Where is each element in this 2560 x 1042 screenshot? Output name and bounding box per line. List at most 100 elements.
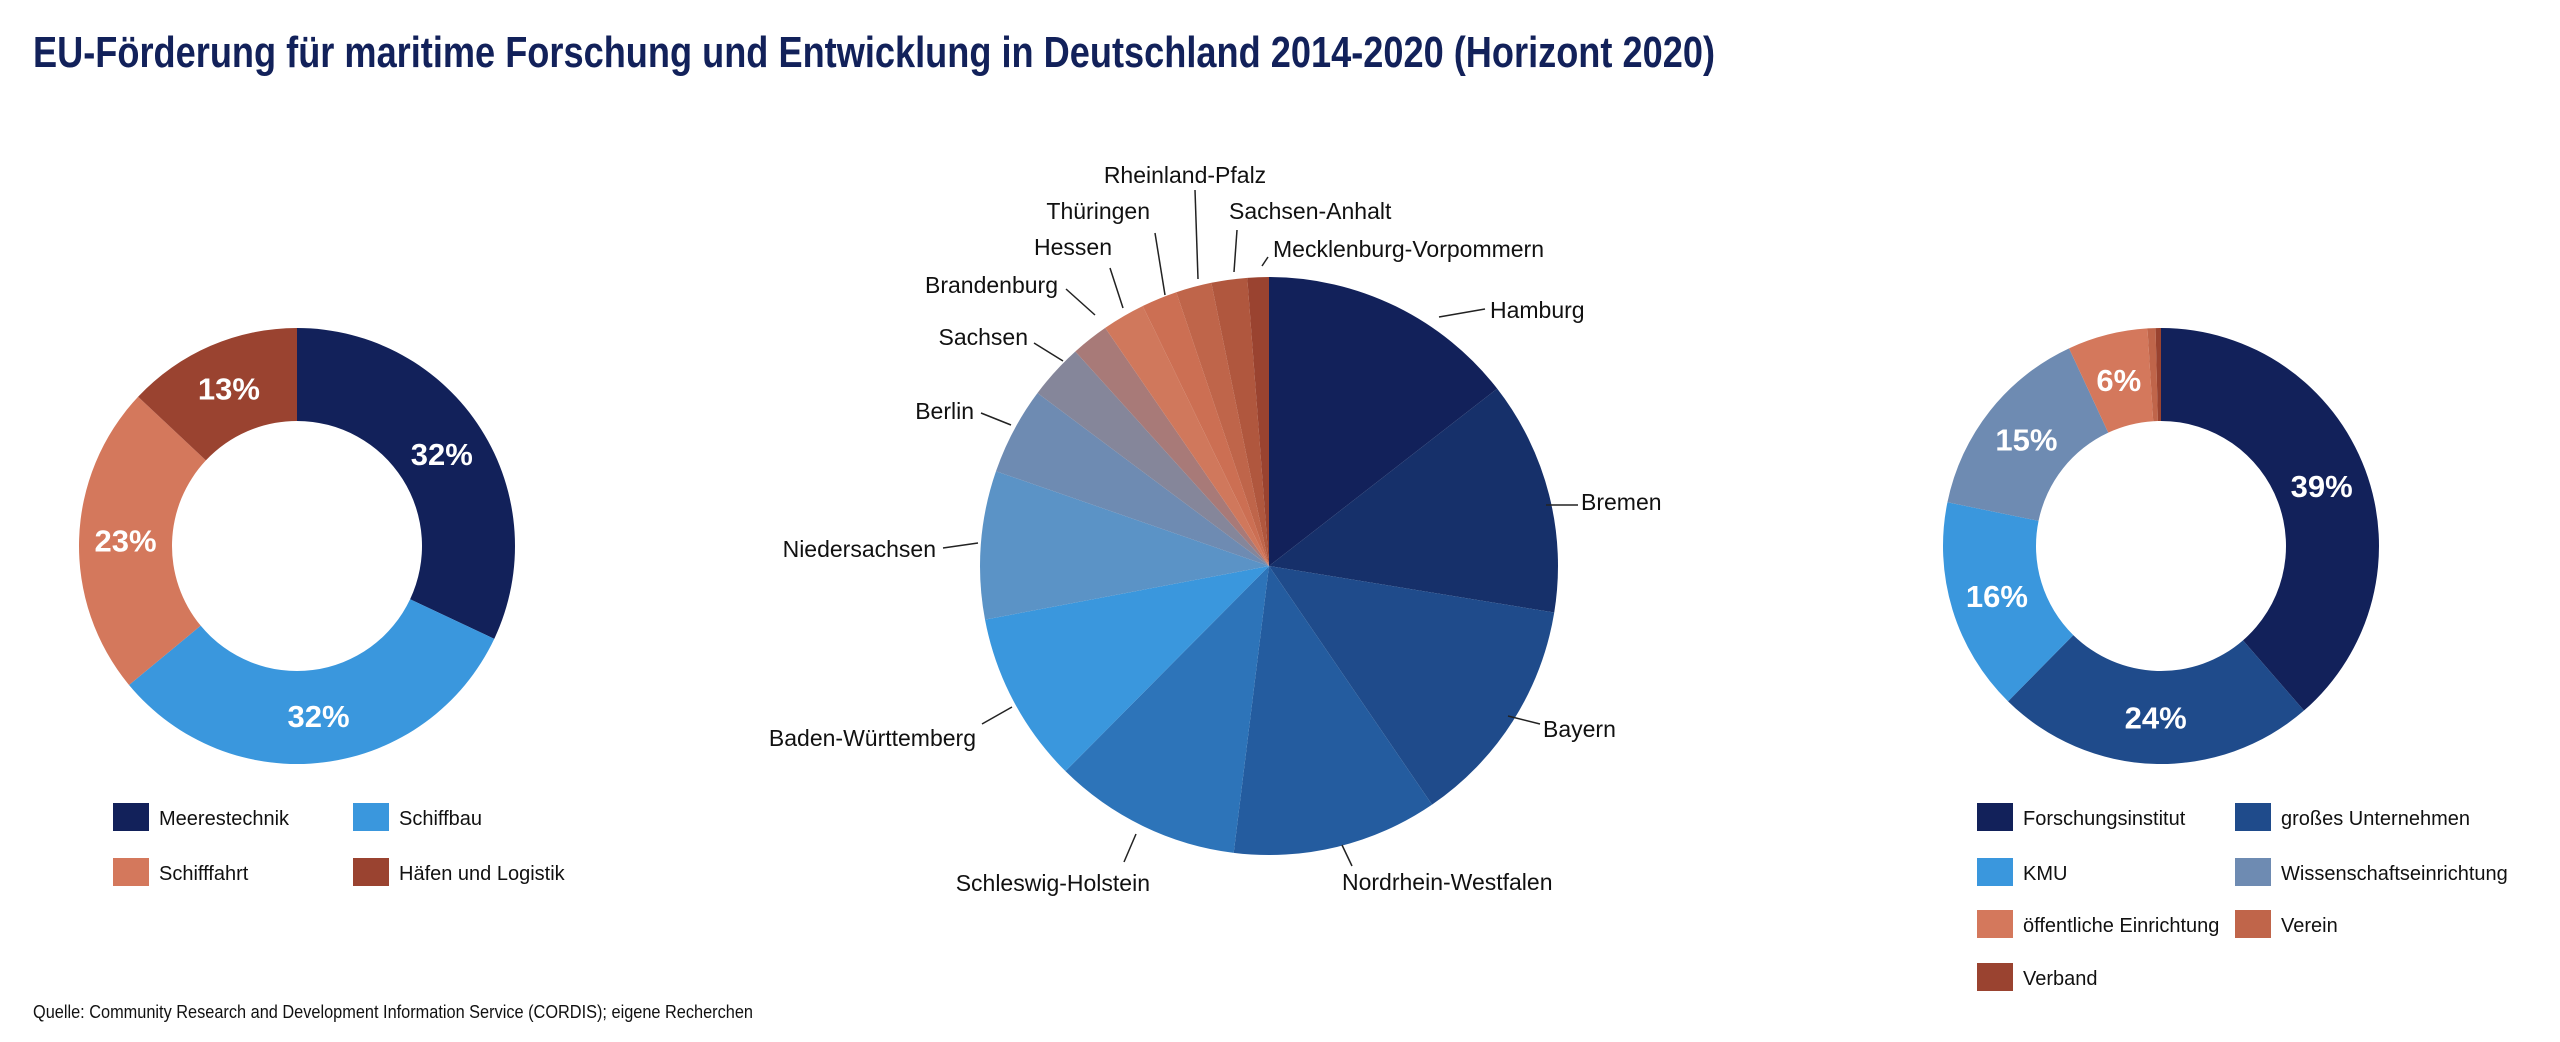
leader-line-nordrhein-westfalen	[1341, 844, 1353, 867]
leader-line-bayern	[1507, 715, 1541, 725]
legend-label: Meerestechnik	[159, 808, 290, 830]
slice-schifffahrt	[79, 396, 206, 685]
data-label-wissenschaftseinrichtung: 15%	[1995, 423, 2057, 458]
legend-label: öffentliche Einrichtung	[2023, 915, 2219, 937]
category-label-niedersachsen: Niedersachsen	[783, 536, 936, 562]
legend-swatch	[1977, 910, 2013, 938]
slice-hamburg	[1269, 277, 1498, 566]
leader-line-niedersachsen	[942, 542, 979, 549]
leader-line-sachsen-anhalt	[1233, 229, 1238, 273]
legend-swatch	[113, 803, 149, 831]
legend-swatch	[2235, 803, 2271, 831]
legend-label: Wissenschaftseinrichtung	[2281, 863, 2508, 885]
category-label-brandenburg: Brandenburg	[925, 272, 1058, 298]
slice-bremen	[1269, 388, 1558, 613]
legend-swatch	[2235, 910, 2271, 938]
legend-label: Forschungsinstitut	[2023, 808, 2186, 830]
data-label-forschungsinstitut: 39%	[2291, 469, 2353, 504]
slice-sachsen	[1037, 351, 1269, 566]
legend-item-schiffbau: Schiffbau	[353, 803, 482, 831]
slice-hessen	[1105, 306, 1269, 566]
slice-grosses-unternehmen	[2008, 635, 2304, 764]
slice-verein	[2147, 328, 2158, 422]
category-label-rheinland-pfalz: Rheinland-Pfalz	[1104, 162, 1266, 188]
source-note: Quelle: Community Research and Developme…	[33, 1002, 753, 1022]
category-label-thuringen: Thüringen	[1046, 198, 1150, 224]
slice-niedersachsen	[979, 471, 1269, 620]
legend-item-verein: Verein	[2235, 910, 2338, 938]
slice-kmu	[1942, 502, 2074, 702]
legend-label: KMU	[2023, 863, 2067, 885]
legend-label: Schiffbau	[399, 808, 482, 830]
category-label-hessen: Hessen	[1034, 234, 1112, 260]
legend-item-verband: Verband	[1977, 963, 2098, 991]
data-label-kmu: 16%	[1966, 579, 2028, 614]
leader-line-berlin	[980, 412, 1012, 426]
category-label-mecklenburg-vorpommern: Mecklenburg-Vorpommern	[1273, 236, 1544, 262]
legend-item-wissenschaftseinrichtung: Wissenschaftseinrichtung	[2235, 858, 2508, 886]
chart-title: EU-Förderung für maritime Forschung und …	[33, 28, 1715, 77]
slice-nordrhein-westfalen	[1233, 566, 1433, 855]
leader-line-thuringen	[1154, 232, 1166, 296]
slice-hafen-und-logistik	[138, 328, 297, 461]
legend-swatch	[353, 803, 389, 831]
category-label-berlin: Berlin	[915, 398, 974, 424]
slice-schleswig-holstein	[1065, 566, 1269, 853]
legend-sector: Meerestechnik Schiffbau Schifffahrt Häfen u…	[113, 803, 566, 886]
legend-item-hafen-und-logistik: Häfen und Logistik	[353, 858, 566, 886]
legend-label: Verband	[2023, 968, 2098, 990]
legend-swatch	[1977, 858, 2013, 886]
slice-bayern	[1269, 566, 1555, 805]
legend-item-offentliche-einrichtung: öffentliche Einrichtung	[1977, 910, 2219, 938]
data-label-meerestechnik: 32%	[411, 437, 473, 472]
slice-berlin	[995, 392, 1269, 566]
category-label-sachsen-anhalt: Sachsen-Anhalt	[1229, 198, 1392, 224]
legend-item-kmu: KMU	[1977, 858, 2067, 886]
slice-rheinland-pfalz	[1176, 282, 1269, 566]
slice-brandenburg	[1075, 327, 1269, 566]
category-label-hamburg: Hamburg	[1490, 297, 1585, 323]
leader-line-hamburg	[1438, 308, 1486, 318]
category-label-schleswig-holstein: Schleswig-Holstein	[956, 870, 1150, 896]
data-label-offentliche-einrichtung: 6%	[2096, 363, 2141, 398]
slice-meerestechnik	[297, 328, 515, 639]
slice-offentliche-einrichtung	[2069, 328, 2154, 433]
leader-line-brandenburg	[1065, 288, 1096, 316]
legend-swatch	[1977, 963, 2013, 991]
slice-mecklenburg-vorpommern	[1247, 277, 1269, 566]
legend-item-forschungsinstitut: Forschungsinstitut	[1977, 803, 2186, 831]
legend-item-meerestechnik: Meerestechnik	[113, 803, 290, 831]
category-label-sachsen: Sachsen	[938, 324, 1028, 350]
legend-organisation: Forschungsinstitut großes Unternehmen KMU W…	[1977, 803, 2508, 991]
data-label-schifffahrt: 23%	[95, 524, 157, 559]
category-label-nordrhein-westfalen: Nordrhein-Westfalen	[1342, 869, 1553, 895]
slice-schiffbau	[129, 599, 495, 764]
leader-line-hessen	[1109, 267, 1124, 309]
legend-swatch	[113, 858, 149, 886]
slice-sachsen-anhalt	[1211, 277, 1269, 566]
donut-chart-sector: 32% 32% 23% 13%	[79, 328, 515, 764]
legend-item-schifffahrt: Schifffahrt	[113, 858, 249, 886]
data-label-grosses-unternehmen: 24%	[2125, 700, 2187, 735]
slice-wissenschaftseinrichtung	[1947, 348, 2109, 521]
legend-label: großes Unternehmen	[2281, 808, 2470, 830]
slice-baden-wurttemberg	[985, 566, 1269, 772]
slice-verband	[2155, 328, 2161, 422]
category-label-baden-wurttemberg: Baden-Württemberg	[769, 725, 976, 751]
legend-label: Schifffahrt	[159, 863, 249, 885]
slice-thuringen	[1142, 292, 1269, 566]
legend-item-grosses-unternehmen: großes Unternehmen	[2235, 803, 2470, 831]
leader-line-schleswig-holstein	[1123, 833, 1137, 863]
leader-line-sachsen	[1033, 342, 1064, 362]
leader-line-mecklenburg-vorpommern	[1261, 256, 1269, 267]
slice-forschungsinstitut	[2161, 328, 2379, 711]
leader-line-baden-wurttemberg	[981, 706, 1013, 725]
legend-swatch	[353, 858, 389, 886]
category-label-bremen: Bremen	[1581, 489, 1662, 515]
pie-chart-states: Hamburg Bremen Bayern Nordrhein-Westfalen Sc…	[769, 162, 1662, 896]
donut-chart-organisation: 39% 24% 16% 15% 6%	[1942, 328, 2379, 764]
legend-label: Häfen und Logistik	[399, 863, 566, 885]
legend-swatch	[2235, 858, 2271, 886]
category-label-bayern: Bayern	[1543, 716, 1616, 742]
